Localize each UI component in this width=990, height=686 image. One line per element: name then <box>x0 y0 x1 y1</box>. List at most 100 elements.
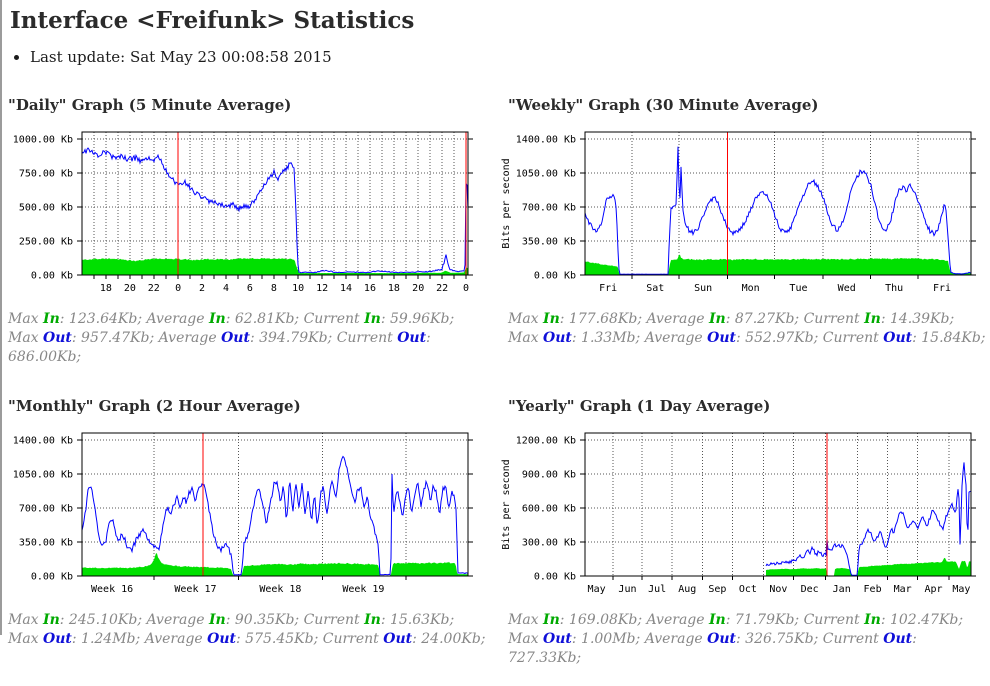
section-weekly: "Weekly" Graph (30 Minute Average) 1400.0… <box>492 84 990 367</box>
yearly-xtick-label: Jul <box>648 584 666 595</box>
yearly-xtick-label: Mar <box>894 584 912 595</box>
yearly-xtick-label: Aug <box>678 584 696 595</box>
yearly-out-line <box>765 462 972 576</box>
weekly-ytick-label: 350.00 Kb <box>522 236 576 247</box>
in-word: In <box>209 612 226 628</box>
daily-xtick-label: 14 <box>340 283 352 294</box>
yearly-yaxis-title: Bits per second <box>501 459 512 549</box>
section-yearly: "Yearly" Graph (1 Day Average) 1200.00 Kb… <box>492 385 990 668</box>
weekly-in-area <box>585 254 971 275</box>
monthly-stats-out: Max Out: 1.24Mb; Average Out: 575.45Kb; … <box>8 631 486 647</box>
weekly-ytick-label: 700.00 Kb <box>522 202 576 213</box>
daily-out-line <box>81 147 469 274</box>
monthly-ytick-label: 350.00 Kb <box>19 537 73 548</box>
yearly-graph-title: "Yearly" Graph (1 Day Average) <box>508 397 771 415</box>
monthly-out-line <box>81 455 469 576</box>
yearly-graph-image: 1200.00 Kb 900.00 Kb 600.00 Kb 300.00 Kb 0.0… <box>501 432 976 595</box>
out-word: Out <box>883 631 913 647</box>
yearly-xtick-label: Jan <box>833 584 851 595</box>
out-word: Out <box>707 631 737 647</box>
yearly-ytick-label: 0.00 Kb <box>534 572 576 583</box>
out-word: Out <box>543 330 572 346</box>
daily-graph-title: "Daily" Graph (5 Minute Average) <box>8 96 292 114</box>
daily-xtick-label: 6 <box>247 283 253 294</box>
monthly-graph-title: "Monthly" Graph (2 Hour Average) <box>8 397 301 415</box>
weekly-graph-title: "Weekly" Graph (30 Minute Average) <box>508 96 819 114</box>
page-title: Interface <Freifunk> Statistics <box>10 7 415 34</box>
daily-xtick-label: 22 <box>148 283 160 294</box>
weekly-stats-out: Max Out: 1.33Mb; Average Out: 552.97Kb; … <box>508 330 986 346</box>
weekly-xtick-label: Fri <box>599 283 617 294</box>
weekly-yaxis-title: Bits per second <box>501 158 512 248</box>
section-monthly: "Monthly" Graph (2 Hour Average) 1400.00 … <box>8 385 492 668</box>
daily-xtick-label: 20 <box>124 283 136 294</box>
yearly-ytick-label: 600.00 Kb <box>522 503 576 514</box>
daily-ytick-label: 500.00 Kb <box>19 202 73 213</box>
monthly-ytick-label: 1400.00 Kb <box>13 435 73 446</box>
monthly-ytick-label: 1050.00 Kb <box>13 469 73 480</box>
weekly-xtick-label: Sat <box>646 283 664 294</box>
yearly-xtick-label: May <box>588 584 606 595</box>
monthly-ytick-label: 700.00 Kb <box>19 503 73 514</box>
weekly-xtick-label: Mon <box>742 283 760 294</box>
weekly-ytick-label: 1050.00 Kb <box>516 168 576 179</box>
monthly-xtick-label: Week 17 <box>174 584 216 595</box>
out-word: Out <box>397 330 427 346</box>
daily-xtick-label: 10 <box>292 283 304 294</box>
monthly-xtick-label: Week 16 <box>91 584 133 595</box>
daily-stats-in: Max In: 123.64Kb; Average In: 62.81Kb; C… <box>8 311 455 327</box>
daily-stats: Max In: 123.64Kb; Average In: 62.81Kb; C… <box>8 310 492 367</box>
in-word: In <box>864 311 881 327</box>
in-word: In <box>364 311 381 327</box>
in-word: In <box>709 311 726 327</box>
daily-xtick-label: 0 <box>463 283 469 294</box>
daily-xtick-label: 16 <box>364 283 376 294</box>
weekly-xtick-label: Thu <box>885 283 903 294</box>
yearly-xtick-label: May <box>952 584 970 595</box>
weekly-stats: Max In: 177.68Kb; Average In: 87.27Kb; C… <box>508 310 990 348</box>
yearly-xtick-label: Jun <box>618 584 636 595</box>
yearly-stats-out: Max Out: 1.00Mb; Average Out: 326.75Kb; … <box>508 631 917 666</box>
yearly-xtick-label: Sep <box>708 584 726 595</box>
weekly-xtick-label: Fri <box>933 283 951 294</box>
weekly-ytick-label: 1400.00 Kb <box>516 134 576 145</box>
weekly-xtick-label: Sun <box>694 283 712 294</box>
weekly-stats-in: Max In: 177.68Kb; Average In: 87.27Kb; C… <box>508 311 955 327</box>
in-word: In <box>209 311 226 327</box>
daily-graph-image: 1000.00 Kb 750.00 Kb 500.00 Kb 250.00 Kb 0.0… <box>13 131 473 294</box>
in-word: In <box>43 612 60 628</box>
weekly-out-line <box>584 146 972 275</box>
monthly-ytick-label: 0.00 Kb <box>31 572 73 583</box>
out-word: Out <box>43 631 72 647</box>
daily-ytick-label: 0.00 Kb <box>31 271 73 282</box>
graphs-grid: "Daily" Graph (5 Minute Average) 1000.00 … <box>8 84 990 686</box>
daily-ytick-label: 1000.00 Kb <box>13 134 73 145</box>
in-word: In <box>864 612 881 628</box>
in-word: In <box>364 612 381 628</box>
monthly-xtick-label: Week 19 <box>342 584 384 595</box>
daily-xtick-label: 4 <box>223 283 229 294</box>
weekly-xtick-label: Tue <box>789 283 807 294</box>
yearly-stats-in: Max In: 169.08Kb; Average In: 71.79Kb; C… <box>508 612 964 628</box>
out-word: Out <box>43 330 72 346</box>
monthly-graph-image: 1400.00 Kb 1050.00 Kb 700.00 Kb 350.00 Kb 0.… <box>13 432 473 595</box>
monthly-stats-in: Max In: 245.10Kb; Average In: 90.35Kb; C… <box>8 612 455 628</box>
monthly-xtick-label: Week 18 <box>259 584 301 595</box>
update-list: Last update: Sat May 23 00:08:58 2015 <box>30 48 990 66</box>
yearly-xtick-label: Oct <box>739 584 757 595</box>
in-word: In <box>43 311 60 327</box>
daily-ytick-label: 250.00 Kb <box>19 236 73 247</box>
window-left-border <box>0 0 2 635</box>
yearly-ytick-label: 900.00 Kb <box>522 469 576 480</box>
yearly-stats: Max In: 169.08Kb; Average In: 71.79Kb; C… <box>508 611 990 668</box>
weekly-xtick-label: Wed <box>838 283 856 294</box>
daily-xtick-label: 18 <box>100 283 112 294</box>
daily-xtick-label: 18 <box>388 283 400 294</box>
daily-xtick-label: 20 <box>412 283 424 294</box>
yearly-ytick-label: 300.00 Kb <box>522 537 576 548</box>
out-word: Out <box>707 330 737 346</box>
monthly-stats: Max In: 245.10Kb; Average In: 90.35Kb; C… <box>8 611 492 649</box>
yearly-in-area <box>766 557 971 576</box>
daily-xtick-label: 12 <box>316 283 328 294</box>
